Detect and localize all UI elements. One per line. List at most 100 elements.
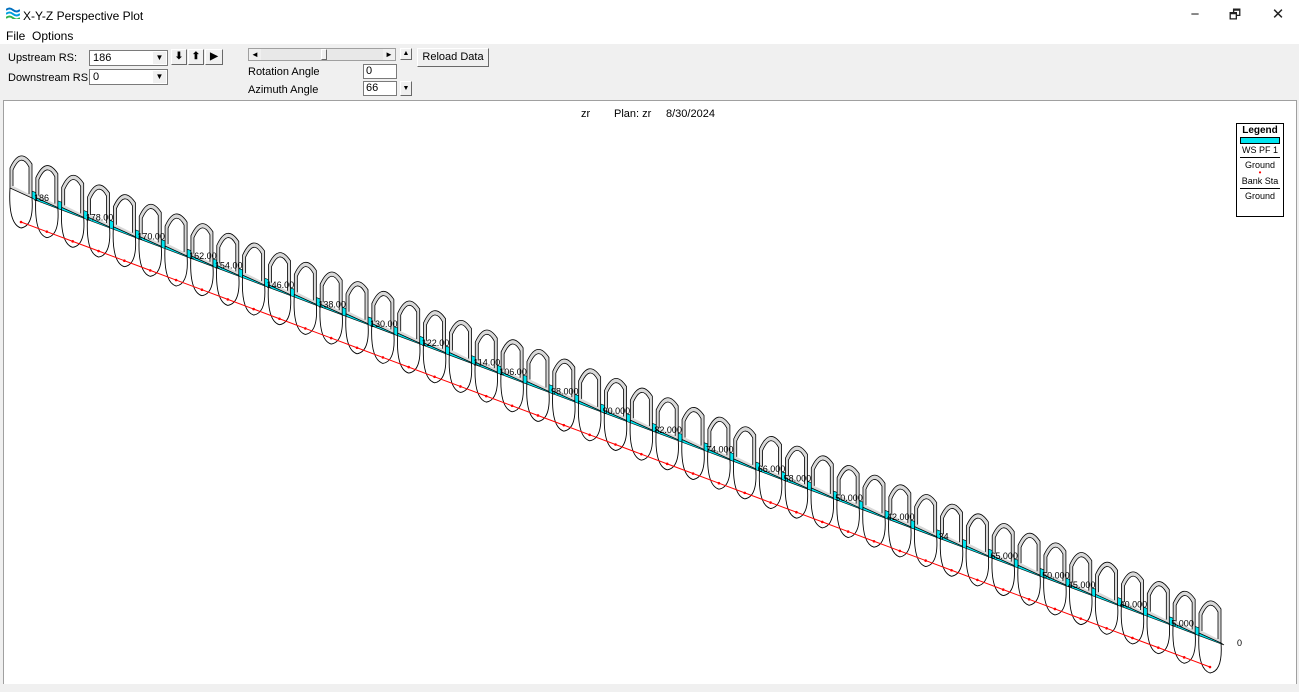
menu-file[interactable]: File bbox=[6, 29, 26, 43]
section-opening bbox=[503, 343, 521, 378]
bank-station-point bbox=[1105, 627, 1108, 630]
section-opening bbox=[322, 275, 340, 311]
close-button[interactable]: ✕ bbox=[1271, 6, 1285, 23]
section-ground bbox=[190, 255, 214, 297]
downstream-rs-select[interactable]: 0 ▼ bbox=[89, 69, 168, 85]
section-opening bbox=[581, 372, 599, 407]
cross-section bbox=[60, 174, 85, 248]
rotation-slider[interactable]: ◄ ► bbox=[248, 48, 396, 61]
horizontal-scrollbar[interactable] bbox=[3, 684, 1297, 692]
hec-ras-app-icon bbox=[6, 7, 20, 19]
bank-station-point bbox=[433, 375, 436, 379]
section-opening bbox=[348, 285, 366, 320]
section-ground bbox=[1094, 594, 1119, 635]
down-arrow-button[interactable]: ⬇ bbox=[171, 49, 187, 65]
section-ground bbox=[397, 333, 421, 374]
station-label: 106.00 bbox=[499, 367, 527, 377]
cross-section bbox=[1172, 590, 1196, 664]
section-opening bbox=[736, 430, 754, 465]
cross-section bbox=[164, 213, 188, 287]
cross-section bbox=[577, 368, 602, 442]
section-ground bbox=[939, 536, 964, 577]
section-opening bbox=[90, 188, 107, 224]
section-ground bbox=[1198, 632, 1222, 674]
bank-station-point bbox=[1053, 607, 1057, 611]
cross-section bbox=[758, 436, 783, 510]
section-opening bbox=[219, 237, 237, 272]
section-ground bbox=[9, 187, 33, 229]
section-opening bbox=[38, 169, 56, 204]
section-opening bbox=[813, 459, 831, 494]
section-ground bbox=[293, 294, 318, 335]
cross-section bbox=[836, 465, 860, 539]
section-ground bbox=[681, 439, 705, 480]
chevron-down-icon[interactable]: ▼ bbox=[153, 52, 166, 64]
toolbar: Upstream RS: 186 ▼ ⬇ ⬆ ▶ Downstream RS: … bbox=[0, 44, 1299, 100]
rotation-angle-field[interactable]: 0 bbox=[363, 64, 397, 79]
section-opening bbox=[1020, 537, 1038, 572]
section-ground bbox=[267, 284, 292, 326]
section-ground bbox=[577, 400, 602, 442]
section-opening bbox=[64, 179, 82, 214]
upstream-rs-select[interactable]: 186 ▼ bbox=[89, 50, 168, 66]
plot-header-plan: Plan: zr bbox=[614, 108, 652, 120]
section-ground bbox=[526, 381, 550, 422]
rotation-slider-thumb[interactable] bbox=[321, 49, 327, 60]
up-arrow-button[interactable]: ⬆ bbox=[188, 49, 204, 65]
section-opening bbox=[1175, 595, 1193, 630]
cross-section bbox=[552, 358, 576, 432]
station-label: 186 bbox=[34, 193, 49, 203]
section-opening bbox=[1046, 546, 1064, 581]
section-opening bbox=[452, 324, 469, 359]
azimuth-angle-field[interactable]: 66 bbox=[363, 81, 397, 96]
legend-bank-sta: Bank Sta bbox=[1241, 176, 1279, 186]
cross-section bbox=[241, 242, 266, 316]
angle-spin-up[interactable]: ▲ bbox=[400, 48, 412, 60]
cross-section bbox=[862, 474, 886, 548]
section-ground bbox=[371, 323, 395, 364]
section-ground bbox=[552, 391, 576, 432]
station-label: 170.00 bbox=[137, 232, 165, 242]
station-label: 154.00 bbox=[215, 261, 243, 271]
section-ground bbox=[888, 516, 912, 558]
cross-section bbox=[1120, 571, 1145, 645]
station-label: 66.000 bbox=[758, 464, 786, 474]
bank-station-point bbox=[924, 559, 927, 562]
section-ground bbox=[603, 410, 628, 451]
azimuth-label: Azimuth Angle bbox=[248, 84, 319, 96]
minimize-button[interactable]: − bbox=[1190, 6, 1200, 23]
chevron-down-icon[interactable]: ▼ bbox=[153, 71, 166, 83]
section-ground bbox=[784, 478, 809, 519]
reload-data-button[interactable]: Reload Data bbox=[417, 48, 489, 67]
bank-station-point bbox=[1208, 665, 1212, 669]
section-ground bbox=[1043, 574, 1067, 616]
section-opening bbox=[477, 333, 495, 369]
section-opening bbox=[296, 266, 314, 301]
section-opening bbox=[1149, 585, 1167, 620]
section-opening bbox=[1098, 566, 1116, 601]
section-opening bbox=[12, 159, 30, 194]
section-opening bbox=[1201, 604, 1219, 639]
section-ground bbox=[629, 420, 654, 461]
azimuth-spin-down[interactable]: ▼ bbox=[400, 81, 412, 96]
cross-section bbox=[293, 262, 318, 335]
section-opening bbox=[245, 246, 263, 282]
menu-options[interactable]: Options bbox=[32, 29, 74, 43]
section-opening bbox=[529, 353, 547, 388]
play-button[interactable]: ▶ bbox=[205, 49, 223, 65]
scroll-left-icon[interactable]: ◄ bbox=[249, 49, 261, 60]
plot-header-date: 8/30/2024 bbox=[666, 108, 715, 120]
section-ground bbox=[448, 352, 473, 393]
cross-section bbox=[422, 310, 447, 384]
perspective-plot-area[interactable]: zr Plan: zr 8/30/2024 186 178.00 170.00 162… bbox=[3, 100, 1297, 685]
bank-station-point bbox=[123, 259, 126, 262]
section-ground bbox=[913, 526, 938, 568]
cross-section bbox=[345, 281, 369, 355]
station-label: 5.000 bbox=[1171, 619, 1194, 629]
scroll-right-icon[interactable]: ► bbox=[383, 49, 395, 60]
maximize-button[interactable]: 🗗 bbox=[1228, 7, 1242, 22]
section-ground bbox=[862, 507, 886, 548]
bank-station-point bbox=[846, 530, 850, 533]
section-opening bbox=[788, 450, 805, 485]
section-ground bbox=[1017, 565, 1041, 606]
